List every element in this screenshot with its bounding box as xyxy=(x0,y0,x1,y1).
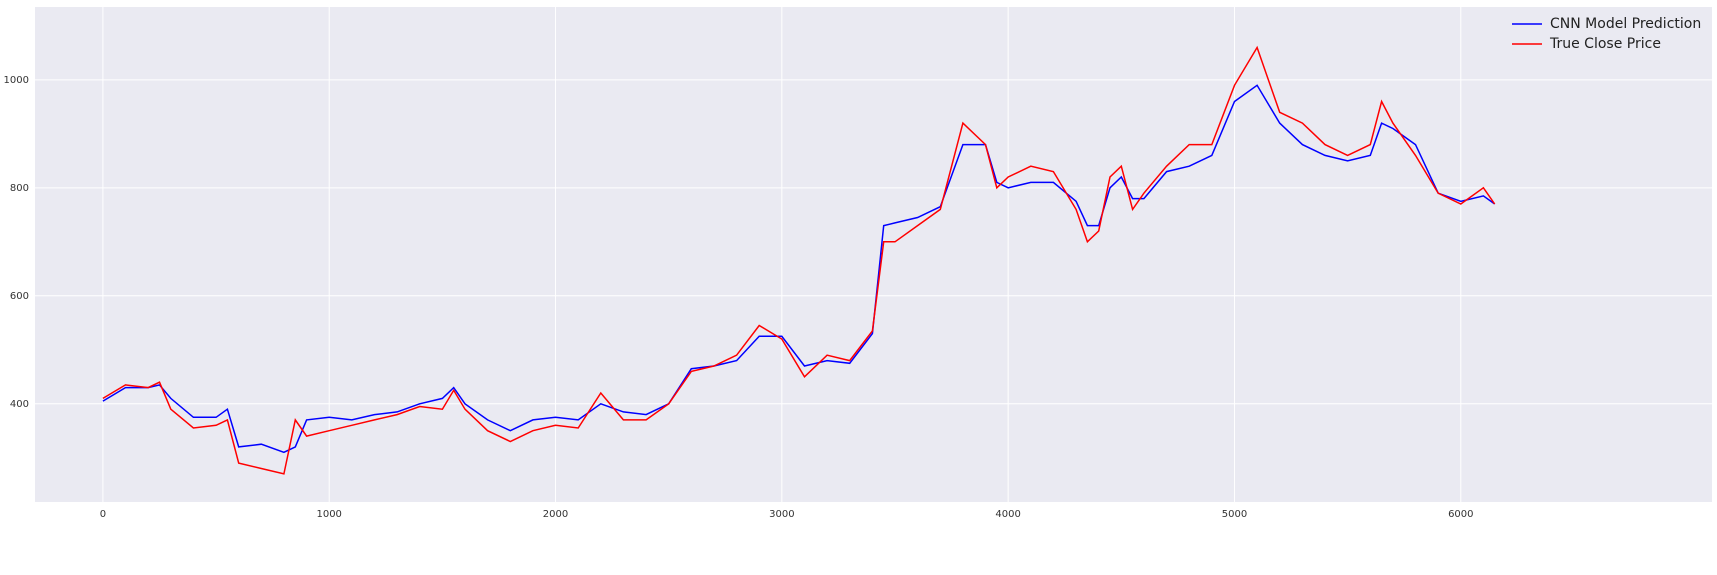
legend-label: True Close Price xyxy=(1549,36,1661,52)
x-tick-label: 1000 xyxy=(316,509,341,520)
legend: CNN Model Prediction True Close Price xyxy=(1512,16,1701,52)
x-tick-label: 4000 xyxy=(995,509,1020,520)
x-tick-label: 3000 xyxy=(769,509,794,520)
series-line xyxy=(102,84,1496,454)
y-tick-label: 400 xyxy=(10,399,29,410)
y-tick-label: 800 xyxy=(10,183,29,194)
x-tick-label: 6000 xyxy=(1448,509,1473,520)
x-tick-label: 0 xyxy=(100,509,106,520)
series-line xyxy=(102,45,1496,475)
x-tick-label: 2000 xyxy=(543,509,568,520)
y-tick-label: 1000 xyxy=(4,75,29,86)
legend-label: CNN Model Prediction xyxy=(1550,16,1701,32)
x-tick-label: 5000 xyxy=(1222,509,1247,520)
y-tick-label: 600 xyxy=(10,291,29,302)
